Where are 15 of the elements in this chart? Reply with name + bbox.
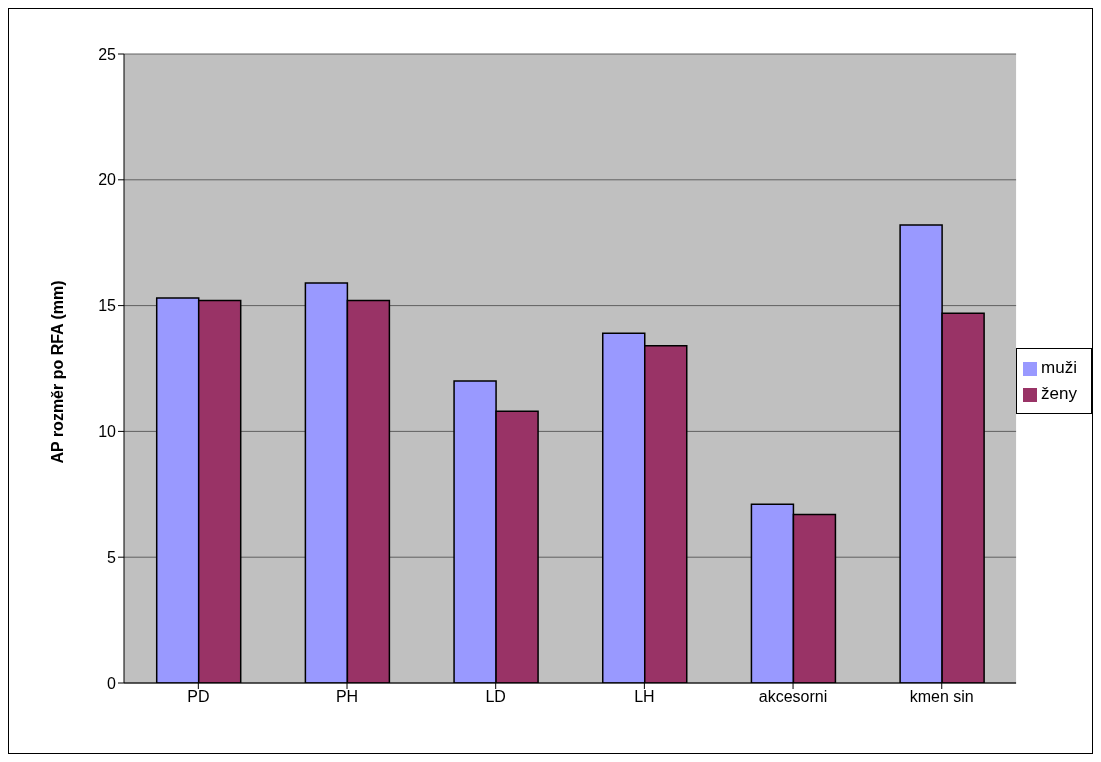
y-axis-title: AP rozměr po RFA (mm) xyxy=(48,280,66,464)
x-tick-label: kmen sin xyxy=(909,688,974,706)
y-tick-label: 10 xyxy=(98,423,117,441)
y-tick-label: 25 xyxy=(98,45,117,63)
y-tick-label: 0 xyxy=(107,674,117,692)
y-tick-label: 20 xyxy=(98,171,117,189)
x-tick-label: PH xyxy=(335,688,359,706)
x-tick-label: PD xyxy=(187,688,210,706)
y-tick-label: 5 xyxy=(107,548,117,566)
legend-label: muži xyxy=(1041,358,1077,377)
legend-label: ženy xyxy=(1041,384,1077,403)
x-tick-label: akcesorni xyxy=(758,688,828,706)
x-tick-label: LD xyxy=(485,688,506,706)
y-tick-label: 15 xyxy=(98,297,117,315)
x-tick-label: LH xyxy=(634,688,655,706)
